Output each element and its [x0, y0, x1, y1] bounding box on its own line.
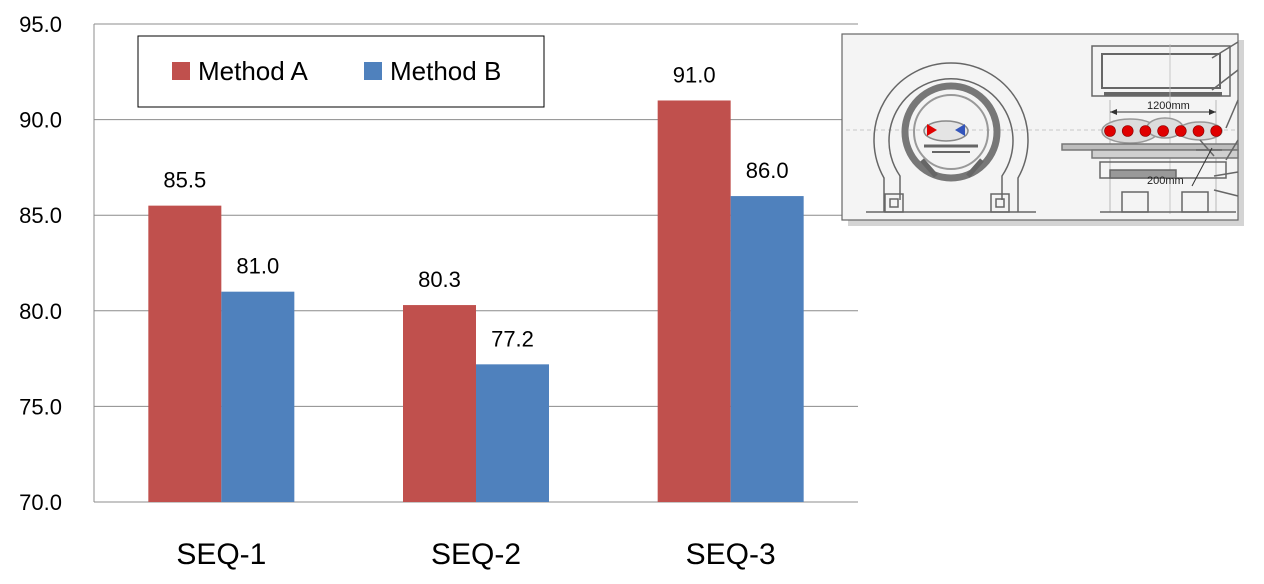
- marker-red-triangle: [927, 124, 937, 136]
- data-label: 91.0: [673, 62, 716, 87]
- legend-box: [137, 35, 545, 108]
- marker-red-dot: [1157, 125, 1169, 137]
- data-label: 81.0: [236, 254, 279, 279]
- bar-method-b-seq-1: [221, 291, 295, 502]
- bars: [148, 100, 804, 502]
- marker-red-dot: [1104, 125, 1116, 137]
- bar-method-a-seq-3: [657, 100, 731, 502]
- dimension-label-200: 200mm: [1147, 175, 1184, 187]
- marker-red-dot: [1121, 125, 1134, 137]
- data-label: 85.5: [163, 168, 206, 193]
- gantry-front-view: [866, 62, 1036, 213]
- y-tick-label: 95.0: [19, 12, 62, 37]
- legend-label-method-b: Method B: [390, 56, 501, 86]
- marker-red-dot: [1175, 125, 1187, 137]
- legend: Method A Method B: [137, 35, 545, 108]
- data-label: 86.0: [746, 158, 789, 183]
- x-axis-categories: SEQ-1 SEQ-2 SEQ-3: [176, 538, 775, 571]
- dimension-label-1200: 1200mm: [1147, 100, 1190, 112]
- legend-swatch-method-a: [172, 62, 190, 80]
- y-tick-label: 85.0: [19, 203, 62, 228]
- y-axis-ticks: 70.0 75.0 80.0 85.0 90.0 95.0: [19, 12, 62, 515]
- y-tick-label: 75.0: [19, 394, 62, 419]
- marker-row: [1104, 125, 1222, 137]
- bar-method-b-seq-3: [730, 196, 804, 502]
- bar-method-a-seq-1: [148, 205, 222, 502]
- inset-diagram: 1200mm 200mm: [841, 33, 1244, 226]
- legend-swatch-method-b: [364, 62, 382, 80]
- y-tick-label: 70.0: [19, 490, 62, 515]
- marker-red-dot: [1210, 125, 1222, 137]
- x-category-label: SEQ-1: [176, 538, 266, 571]
- marker-red-dot: [1192, 125, 1205, 137]
- bar-method-b-seq-2: [476, 364, 549, 502]
- legend-label-method-a: Method A: [198, 56, 309, 86]
- data-labels: 85.5 81.0 80.3 77.2 91.0 86.0: [163, 62, 788, 351]
- data-label: 77.2: [491, 326, 534, 351]
- marker-blue-triangle: [955, 124, 965, 136]
- x-category-label: SEQ-3: [686, 538, 776, 571]
- x-category-label: SEQ-2: [431, 538, 521, 571]
- data-label: 80.3: [418, 267, 461, 292]
- marker-red-dot: [1139, 125, 1152, 137]
- bar-method-a-seq-2: [403, 305, 476, 502]
- y-tick-label: 80.0: [19, 299, 62, 324]
- y-tick-label: 90.0: [19, 108, 62, 133]
